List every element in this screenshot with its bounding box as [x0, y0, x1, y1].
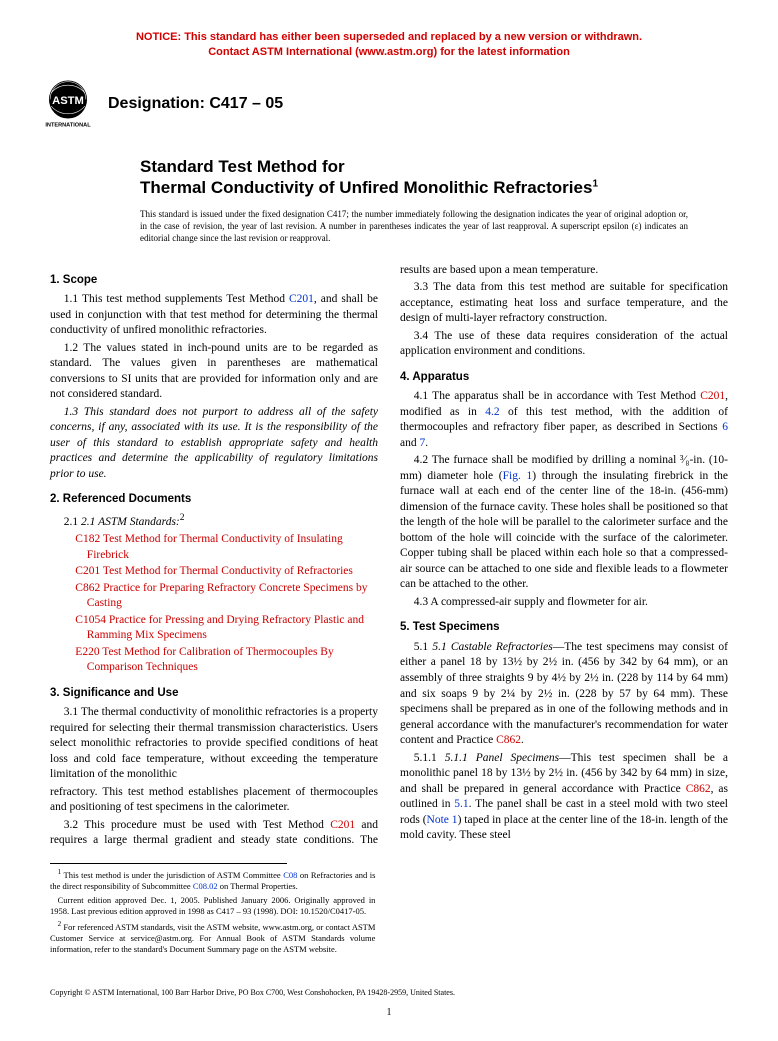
para-4.3: 4.3 A compressed-air supply and flowmete… — [400, 595, 728, 611]
link-note1[interactable]: Note 1 — [427, 814, 458, 826]
footnote-1b: Current edition approved Dec. 1, 2005. P… — [50, 895, 375, 918]
para-3.1-cont: refractory. This test method establishes… — [50, 785, 378, 816]
footnote-2: 2 For referenced ASTM standards, visit t… — [50, 920, 375, 956]
ref-c862[interactable]: C862 Practice for Preparing Refractory C… — [87, 581, 378, 612]
title-block: Standard Test Method for Thermal Conduct… — [140, 156, 728, 199]
svg-text:ASTM: ASTM — [52, 95, 84, 107]
ref-e220[interactable]: E220 Test Method for Calibration of Ther… — [87, 645, 378, 676]
link-4.2[interactable]: 4.2 — [485, 406, 499, 418]
body-columns: 1. Scope 1.1 This test method supplement… — [50, 263, 728, 849]
section-4-head: 4. Apparatus — [400, 370, 728, 386]
ref-c1054[interactable]: C1054 Practice for Pressing and Drying R… — [87, 613, 378, 644]
title-line1: Standard Test Method for — [140, 157, 345, 176]
section-1-head: 1. Scope — [50, 273, 378, 289]
link-c08[interactable]: C08 — [283, 870, 297, 880]
notice-line2: Contact ASTM International (www.astm.org… — [208, 46, 570, 58]
link-c201-3[interactable]: C201 — [700, 390, 725, 402]
para-4.1: 4.1 The apparatus shall be in accordance… — [400, 389, 728, 451]
header-row: ASTM INTERNATIONAL Designation: C417 – 0… — [40, 76, 728, 132]
issuance-note: This standard is issued under the fixed … — [140, 208, 688, 244]
para-1.2: 1.2 The values stated in inch-pound unit… — [50, 341, 378, 403]
link-c08.02[interactable]: C08.02 — [193, 881, 218, 891]
para-5.1.1: 5.1.1 5.1.1 Panel Specimens—This test sp… — [400, 751, 728, 844]
section-2-head: 2. Referenced Documents — [50, 492, 378, 508]
astm-logo: ASTM INTERNATIONAL — [40, 76, 96, 132]
ref-c182[interactable]: C182 Test Method for Thermal Conductivit… — [87, 532, 378, 563]
para-1.1: 1.1 This test method supplements Test Me… — [50, 292, 378, 339]
para-3.3: 3.3 The data from this test method are s… — [400, 280, 728, 327]
page-number: 1 — [50, 1007, 728, 1018]
title-line2: Thermal Conductivity of Unfired Monolith… — [140, 178, 592, 197]
para-4.2: 4.2 The furnace shall be modified by dri… — [400, 453, 728, 593]
footnote-1: 1 This test method is under the jurisdic… — [50, 868, 375, 893]
ref-c201[interactable]: C201 Test Method for Thermal Conductivit… — [87, 564, 378, 580]
para-5.1: 5.1 5.1 Castable Refractories—The test s… — [400, 640, 728, 749]
title-super: 1 — [592, 178, 598, 189]
notice-line1: NOTICE: This standard has either been su… — [136, 31, 642, 43]
link-c201[interactable]: C201 — [289, 293, 314, 305]
para-1.3: 1.3 This standard does not purport to ad… — [50, 405, 378, 483]
link-5.1[interactable]: 5.1 — [454, 798, 468, 810]
link-c862[interactable]: C862 — [496, 734, 521, 746]
footnotes: 1 This test method is under the jurisdic… — [50, 868, 375, 958]
notice-banner: NOTICE: This standard has either been su… — [50, 30, 728, 60]
designation-text: Designation: C417 – 05 — [108, 95, 283, 113]
document-title: Standard Test Method for Thermal Conduct… — [140, 156, 728, 199]
link-c201-2[interactable]: C201 — [330, 819, 355, 831]
para-2.1: 2.1 2.1 ASTM Standards:2 — [50, 512, 378, 530]
para-3.1: 3.1 The thermal conductivity of monolith… — [50, 705, 378, 783]
footnote-rule — [50, 863, 287, 864]
para-3.4: 3.4 The use of these data requires consi… — [400, 329, 728, 360]
ref-list: C182 Test Method for Thermal Conductivit… — [67, 532, 378, 676]
svg-text:INTERNATIONAL: INTERNATIONAL — [45, 122, 91, 128]
copyright-line: Copyright © ASTM International, 100 Barr… — [50, 988, 728, 997]
section-5-head: 5. Test Specimens — [400, 620, 728, 636]
section-3-head: 3. Significance and Use — [50, 686, 378, 702]
link-fig1[interactable]: Fig. 1 — [503, 470, 533, 482]
link-c862-2[interactable]: C862 — [686, 783, 711, 795]
link-sec6[interactable]: 6 — [722, 421, 728, 433]
